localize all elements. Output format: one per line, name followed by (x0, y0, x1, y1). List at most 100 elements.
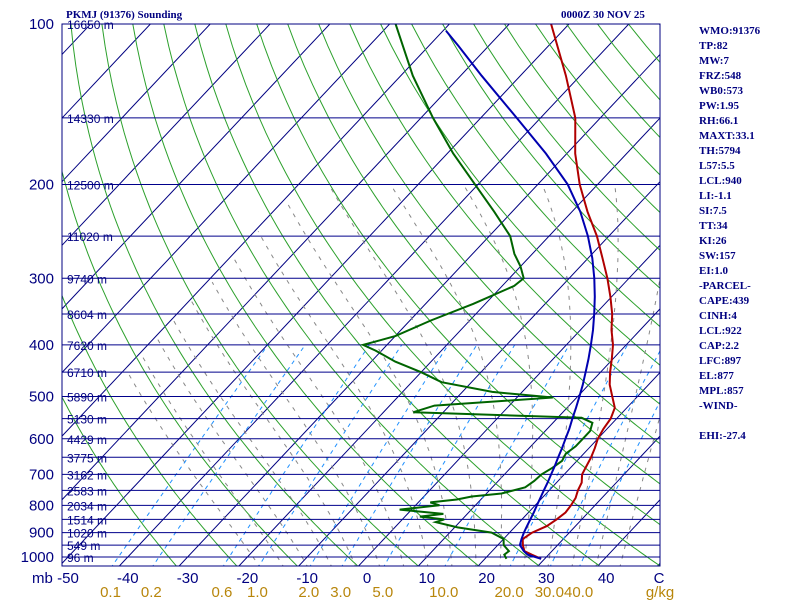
pressure-tick-label: 100 (29, 16, 54, 33)
pressure-tick-label: 1000 (21, 549, 54, 566)
pressure-tick-label: 700 (29, 466, 54, 483)
mixing-ratio-label: 2.0 (298, 584, 319, 600)
mixing-ratio-label: 0.6 (211, 584, 232, 600)
isotherm-line (417, 308, 660, 566)
height-label: 9740 m (67, 272, 107, 286)
mixing-ratio-line (309, 344, 449, 566)
index-item: TH:5794 (699, 145, 741, 157)
mixing-ratio-label: 40.0 (564, 584, 593, 600)
index-item: TP:82 (699, 40, 728, 52)
height-label: 3775 m (67, 451, 107, 465)
temperature-tick-label: -20 (237, 570, 259, 587)
dry-adiabat-line (62, 169, 298, 566)
isotherm-line (178, 53, 660, 566)
mixing-ratio-line (222, 344, 370, 566)
moist-adiabat-line (328, 184, 477, 566)
pressure-tick-label: 500 (29, 389, 54, 406)
height-label: 12500 m (67, 178, 114, 192)
mixing-ratio-label: 10.0 (429, 584, 458, 600)
mixing-ratio-label: 30.0 (535, 584, 564, 600)
parcel-trace (445, 30, 596, 560)
dry-adiabat-line (349, 24, 660, 405)
index-item: EI:1.0 (699, 265, 729, 277)
height-label: 14330 m (67, 112, 114, 126)
mixing-ratio-line (579, 400, 660, 566)
isotherm-line (62, 24, 570, 565)
dry-adiabat-line (380, 24, 660, 366)
height-label: 16650 m (67, 18, 114, 32)
mixing-ratio-line (509, 344, 628, 566)
pressure-tick-label: 900 (29, 525, 54, 542)
index-item: LFC:897 (699, 355, 742, 367)
moist-adiabat-line (233, 257, 405, 566)
moist-adiabat-line (211, 281, 381, 566)
dry-adiabat-line (62, 294, 238, 566)
index-item: MPL:857 (699, 385, 744, 397)
pressure-tick-label: 200 (29, 176, 54, 193)
temperature-tick-label: -40 (117, 570, 139, 587)
dry-adiabat-line (411, 24, 660, 328)
mixing-ratio-label: 0.2 (141, 584, 162, 600)
mixing-ratio-line (383, 344, 516, 566)
temperature-tick-label: 20 (478, 570, 495, 587)
pressure-tick-label: 300 (29, 270, 54, 287)
dry-adiabat-line (62, 396, 177, 566)
height-label: 2583 m (67, 484, 107, 498)
index-item: EL:877 (699, 370, 734, 382)
mixing-ratio-line (341, 344, 478, 566)
moist-adiabat-line (125, 369, 260, 566)
moist-adiabat-line (462, 184, 534, 566)
sounding-datetime: 0000Z 30 NOV 25 (561, 9, 645, 21)
temperature-unit-label: C (654, 570, 665, 587)
index-item: FRZ:548 (699, 70, 742, 82)
height-label: 11020 m (67, 230, 113, 244)
dry-adiabat-line (256, 24, 660, 526)
moist-adiabat-line (173, 320, 332, 566)
temperature-tick-label: -10 (296, 570, 318, 587)
index-item: TT:34 (699, 220, 728, 232)
pressure-tick-label: 400 (29, 337, 54, 354)
dewpoint-trace (360, 24, 594, 560)
height-label: 5130 m (67, 413, 107, 427)
index-item: EHI:-27.4 (699, 430, 746, 442)
mixing-ratio-label: 1.0 (247, 584, 268, 600)
pressure-unit-label: mb (32, 570, 53, 587)
dry-adiabat-line (318, 24, 660, 445)
mixing-ratio-label: 3.0 (330, 584, 351, 600)
pressure-tick-label: 800 (29, 497, 54, 514)
index-item: -PARCEL- (699, 280, 751, 292)
index-item: -WIND- (699, 400, 738, 412)
height-label: 549 m (67, 539, 100, 553)
dry-adiabat-line (101, 24, 419, 566)
mixing-ratio-line (111, 344, 269, 566)
isotherm-line (238, 117, 660, 566)
moist-adiabat-line (285, 200, 453, 566)
index-item: RH:66.1 (699, 115, 739, 127)
moist-adiabat-line (595, 276, 660, 566)
index-item: MAXT:33.1 (699, 130, 755, 142)
temperature-tick-label: 40 (598, 570, 615, 587)
dry-adiabat-line (163, 24, 540, 566)
height-label: 96 m (67, 551, 94, 565)
isotherm-line (118, 24, 630, 566)
index-item: SW:157 (699, 250, 736, 262)
height-label: 2034 m (67, 499, 107, 513)
height-label: 1020 m (67, 527, 107, 541)
mixing-ratio-label: 5.0 (372, 584, 393, 600)
isotherm-line (62, 24, 271, 247)
index-item: SI:7.5 (699, 205, 727, 217)
height-label: 1514 m (67, 513, 107, 527)
isotherm-line (0, 0, 54, 579)
height-label: 7620 m (67, 339, 107, 353)
index-item (699, 414, 799, 429)
isotherm-line (62, 24, 451, 437)
isotherm-line (62, 24, 331, 310)
index-item: LCL:940 (699, 175, 742, 187)
moist-adiabat-line (140, 353, 284, 566)
height-label: 6710 m (67, 366, 107, 380)
isotherm-line (62, 24, 391, 374)
chart-title: PKMJ (91376) Sounding (66, 9, 183, 21)
moist-adiabat-line (541, 184, 572, 566)
mixing-ratio-line (152, 344, 306, 566)
